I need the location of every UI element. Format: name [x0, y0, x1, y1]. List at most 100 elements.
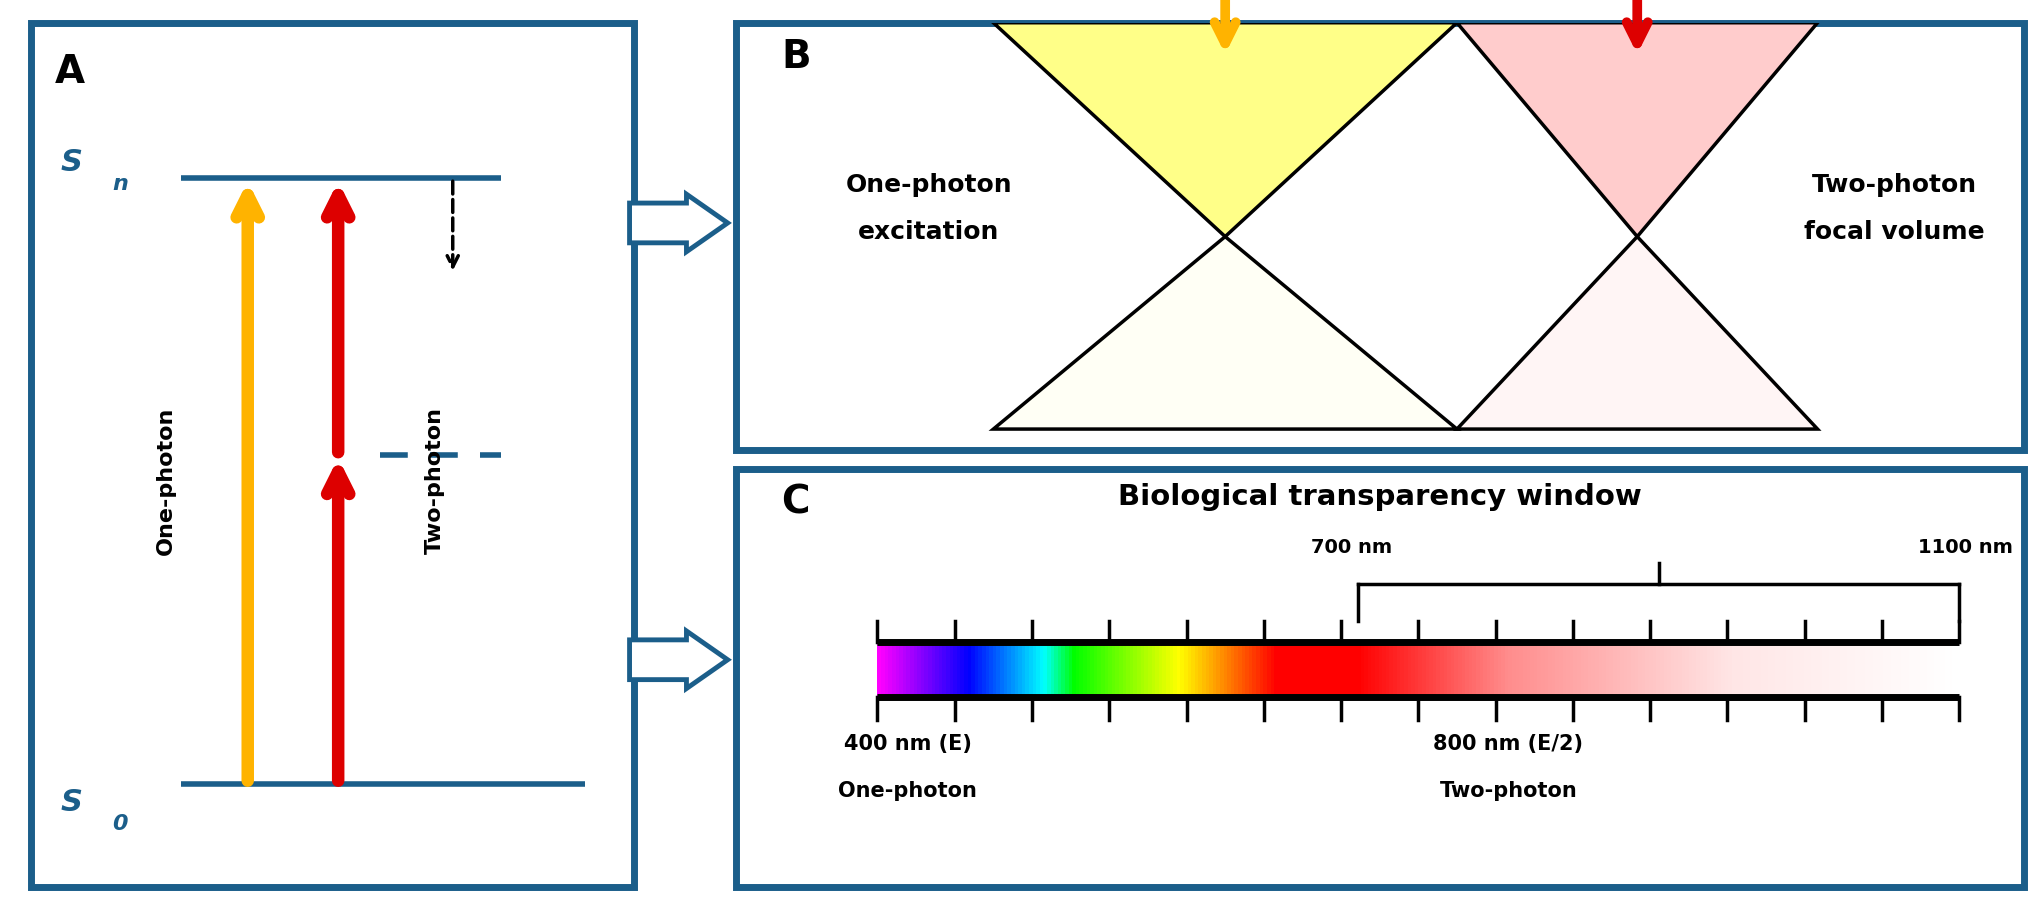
- Bar: [957, 642, 963, 697]
- Bar: [1425, 642, 1431, 697]
- Bar: [1613, 642, 1619, 697]
- Bar: [1075, 642, 1081, 697]
- Bar: [1754, 642, 1758, 697]
- Bar: [1169, 642, 1175, 697]
- Polygon shape: [993, 237, 1457, 430]
- Bar: [1026, 642, 1030, 697]
- Bar: [1909, 642, 1913, 697]
- Bar: [1335, 642, 1341, 697]
- Bar: [1602, 642, 1607, 697]
- Bar: [1259, 642, 1265, 697]
- Bar: [1302, 642, 1308, 697]
- Bar: [1793, 642, 1799, 697]
- Bar: [993, 642, 997, 697]
- Bar: [936, 642, 940, 697]
- Bar: [1310, 642, 1314, 697]
- Bar: [1314, 642, 1318, 697]
- Bar: [918, 642, 922, 697]
- Bar: [950, 642, 955, 697]
- Bar: [1118, 642, 1124, 697]
- Bar: [1347, 642, 1351, 697]
- Bar: [1490, 642, 1496, 697]
- Bar: [1919, 642, 1923, 697]
- Bar: [1715, 642, 1719, 697]
- Bar: [1729, 642, 1733, 697]
- Bar: [1325, 642, 1329, 697]
- Bar: [1461, 642, 1466, 697]
- Text: focal volume: focal volume: [1805, 220, 1985, 244]
- Bar: [1267, 642, 1271, 697]
- Text: C: C: [781, 483, 809, 521]
- Bar: [1627, 642, 1633, 697]
- Bar: [1230, 642, 1237, 697]
- Bar: [1772, 642, 1776, 697]
- Bar: [1165, 642, 1171, 697]
- Bar: [1216, 642, 1222, 697]
- Bar: [1210, 642, 1214, 697]
- Bar: [1196, 642, 1200, 697]
- Bar: [1848, 642, 1852, 697]
- Text: B: B: [781, 37, 811, 76]
- Bar: [1807, 642, 1813, 697]
- Bar: [1419, 642, 1423, 697]
- Bar: [1390, 642, 1394, 697]
- Bar: [1948, 642, 1954, 697]
- Bar: [1580, 642, 1586, 697]
- Bar: [1394, 642, 1398, 697]
- Bar: [1472, 642, 1478, 697]
- Bar: [1271, 642, 1275, 697]
- Bar: [1151, 642, 1157, 697]
- Bar: [1065, 642, 1069, 697]
- Bar: [975, 642, 979, 697]
- Bar: [1913, 642, 1917, 697]
- Bar: [1028, 642, 1034, 697]
- Bar: [1253, 642, 1257, 697]
- Bar: [895, 642, 901, 697]
- Bar: [1852, 642, 1856, 697]
- Bar: [1339, 642, 1343, 697]
- Bar: [1692, 642, 1697, 697]
- Bar: [1764, 642, 1770, 697]
- Bar: [1042, 642, 1049, 697]
- Bar: [1141, 642, 1145, 697]
- Bar: [1198, 642, 1204, 697]
- Bar: [924, 642, 930, 697]
- Text: One-photon: One-photon: [155, 407, 176, 555]
- FancyBboxPatch shape: [736, 469, 2024, 887]
- Bar: [1245, 642, 1251, 697]
- Bar: [1768, 642, 1772, 697]
- Bar: [1519, 642, 1525, 697]
- Bar: [1668, 642, 1672, 697]
- Bar: [1098, 642, 1102, 697]
- Bar: [1012, 642, 1016, 697]
- Bar: [1104, 642, 1110, 697]
- Text: 400 nm (E): 400 nm (E): [844, 734, 971, 754]
- Bar: [1224, 642, 1228, 697]
- Bar: [1588, 642, 1592, 697]
- Bar: [1815, 642, 1819, 697]
- Bar: [1504, 642, 1511, 697]
- Bar: [1423, 642, 1427, 697]
- Bar: [1177, 642, 1181, 697]
- Bar: [877, 642, 883, 697]
- Bar: [1562, 642, 1568, 697]
- Bar: [1578, 642, 1582, 697]
- Bar: [1149, 642, 1153, 697]
- Bar: [1901, 642, 1907, 697]
- Bar: [1241, 642, 1247, 697]
- Bar: [1282, 642, 1286, 697]
- Text: n: n: [112, 174, 129, 194]
- Bar: [1758, 642, 1762, 697]
- Bar: [1000, 642, 1006, 697]
- Bar: [981, 642, 987, 697]
- Text: 0: 0: [112, 814, 127, 834]
- Bar: [1598, 642, 1602, 697]
- Bar: [1594, 642, 1600, 697]
- Bar: [1656, 642, 1662, 697]
- Bar: [1376, 642, 1380, 697]
- Bar: [1429, 642, 1435, 697]
- Bar: [1537, 642, 1543, 697]
- Bar: [1318, 642, 1322, 697]
- Bar: [1202, 642, 1206, 697]
- Bar: [1278, 642, 1282, 697]
